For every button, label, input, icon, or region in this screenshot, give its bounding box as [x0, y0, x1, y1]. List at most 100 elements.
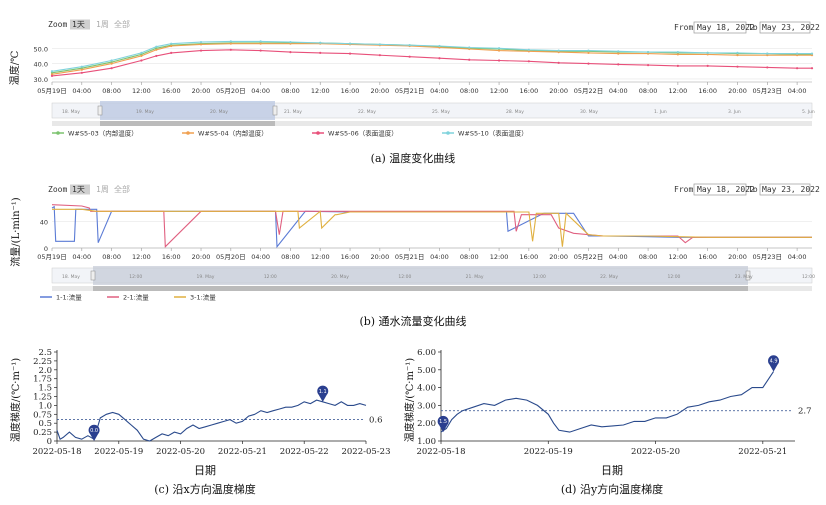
to-date-input-b[interactable]	[759, 183, 811, 196]
point-a-3-15	[468, 46, 471, 49]
point-a-1-15	[468, 47, 471, 51]
scrollbar-thumb-b[interactable]	[93, 286, 748, 291]
from-date-value-b: May 18, 2022	[697, 185, 755, 194]
y-tick-d-5: 6.00	[417, 348, 436, 358]
point-a-2-3	[140, 59, 143, 62]
plot-area-b: 0 40 05月19日 04:00 08:00 12:00 16:00 20:00 05月20日…	[37, 204, 812, 261]
from-date-input-b[interactable]	[693, 183, 747, 196]
legend-label-a-3[interactable]: W#S5-10（表面温度）	[458, 129, 528, 138]
navigator-label-b-11: 12:00	[802, 274, 815, 280]
navigator-right-handle-b[interactable]	[745, 270, 751, 281]
scrollbar-a[interactable]	[52, 121, 812, 126]
x-tick-a-25: 04:00	[788, 87, 807, 95]
navigator-label-a-2: 20. May	[210, 109, 228, 115]
point-a-1-26	[795, 54, 799, 57]
marker-shape-d-1	[768, 355, 780, 372]
legend-label-b-2[interactable]: 3-1:流量	[190, 293, 216, 302]
marker-pin-c-1[interactable]: 1.1	[317, 385, 329, 402]
point-a-3-10	[319, 41, 322, 45]
point-a-2-15	[468, 58, 471, 61]
y-tick-c-5: 1.25	[33, 393, 52, 403]
zoom-1day-button-b[interactable]: 1天	[72, 185, 85, 194]
point-a-2-0	[50, 74, 54, 77]
zoom-label-a: Zoom	[48, 20, 67, 29]
point-a-0-0	[50, 71, 54, 74]
to-date-value-b: May 23, 2022	[762, 185, 820, 194]
zoom-all-button-a[interactable]: 全部	[114, 19, 130, 29]
point-a-2-17	[527, 60, 530, 63]
zoom-1day-button-b-bg[interactable]	[70, 184, 90, 195]
x-tick-a-12: 05月21日	[395, 87, 425, 95]
marker-label-d-1: 4.9	[770, 359, 778, 365]
navigator-left-handle-a[interactable]	[97, 105, 103, 116]
navigator-label-b-6: 21. May	[466, 274, 484, 280]
point-a-2-1	[80, 71, 83, 74]
legend-label-b-0[interactable]: 1-1:流量	[56, 293, 82, 302]
x-tick-b-9: 12:00	[311, 253, 330, 261]
point-a-2-8	[259, 49, 262, 52]
navigator-selection-b[interactable]	[93, 266, 748, 285]
x-tick-b-4: 16:00	[162, 253, 181, 261]
point-a-1-20	[617, 52, 620, 55]
zoom-1day-button-a-bg[interactable]	[70, 19, 90, 30]
x-tick-b-20: 08:00	[639, 253, 658, 261]
scrollbar-thumb-a[interactable]	[100, 121, 275, 126]
to-label-a: To	[748, 23, 758, 32]
y-axis-label-b: 流量/(L·min⁻¹)	[9, 197, 22, 266]
legend-label-a-0[interactable]: W#S5-03（内部温度）	[68, 129, 138, 138]
point-a-2-2	[110, 67, 113, 70]
x-tick-b-22: 16:00	[698, 253, 717, 261]
x-tick-b-12: 05月21日	[395, 253, 425, 261]
point-a-2-22	[676, 64, 679, 67]
x-tick-b-3: 12:00	[132, 253, 151, 261]
x-tick-b-17: 20:00	[549, 253, 568, 261]
legend-label-a-1[interactable]: W#S5-04（内部温度）	[198, 129, 268, 138]
point-a-2-16	[497, 59, 501, 62]
marker-pin-c-0[interactable]: 0.0	[88, 424, 100, 441]
x-tick-b-14: 08:00	[460, 253, 479, 261]
point-a-2-12	[378, 54, 381, 57]
x-tick-a-21: 12:00	[669, 87, 688, 95]
to-label-b: To	[748, 185, 758, 194]
legend-label-a-2[interactable]: W#S5-06（表面温度）	[328, 129, 398, 138]
zoom-label-b: Zoom	[48, 185, 67, 194]
x-tick-a-13: 04:00	[430, 87, 449, 95]
point-a-2-6	[199, 49, 203, 52]
point-a-2-23	[706, 64, 709, 67]
marker-pin-d-1[interactable]: 4.9	[768, 355, 780, 372]
navigator-label-a-0: 18. May	[62, 109, 80, 115]
to-date-input-a[interactable]	[759, 21, 811, 34]
marker-pin-d-0[interactable]: 1.5	[437, 415, 449, 433]
zoom-1week-button-b[interactable]: 1周	[96, 185, 109, 194]
panel-c-x-gradient: 温度梯度/(℃·m⁻¹) 00.250.50.751.01.251.51.752…	[9, 348, 391, 496]
point-a-3-5	[170, 42, 173, 45]
zoom-all-button-b[interactable]: 全部	[114, 184, 130, 194]
navigator-label-b-10: 23. May	[735, 274, 753, 280]
navigator-left-handle-b[interactable]	[90, 270, 96, 281]
navigator-label-b-9: 12:00	[667, 274, 680, 280]
x-tick-a-1: 04:00	[72, 87, 91, 95]
from-date-value-a: May 18, 2022	[697, 23, 755, 32]
point-a-1-2	[110, 62, 113, 65]
x-tick-a-15: 12:00	[490, 87, 509, 95]
x-tick-b-7: 04:00	[251, 253, 270, 261]
zoom-1week-button-a[interactable]: 1周	[96, 20, 109, 29]
x-tick-b-1: 04:00	[72, 253, 91, 261]
x-tick-a-17: 20:00	[549, 87, 568, 95]
x-tick-d-2: 2022-05-20	[631, 447, 680, 457]
x-tick-b-11: 20:00	[370, 253, 389, 261]
legend-label-b-1[interactable]: 2-1:流量	[123, 293, 149, 302]
marker-label-c-0: 0.0	[90, 428, 98, 434]
panel-d-y-gradient: 温度梯度/(℃·m⁻¹) 1.00 2.00 3.00 4.00 5.00 6.00 202…	[403, 348, 812, 496]
x-tick-d-0: 2022-05-18	[416, 447, 465, 457]
x-tick-a-19: 04:00	[609, 87, 628, 95]
caption-c: (c) 沿x方向温度梯度	[154, 482, 255, 496]
from-date-input-a[interactable]	[693, 21, 747, 34]
x-tick-c-0: 2022-05-18	[32, 447, 81, 457]
y-tick-a-0: 30.0	[34, 76, 48, 84]
navigator-right-handle-a[interactable]	[272, 105, 278, 116]
zoom-1day-button-a[interactable]: 1天	[72, 20, 85, 29]
x-tick-c-2: 2022-05-20	[156, 447, 205, 457]
navigator-selection-a[interactable]	[100, 101, 275, 120]
x-axis-label-c: 日期	[194, 464, 216, 477]
